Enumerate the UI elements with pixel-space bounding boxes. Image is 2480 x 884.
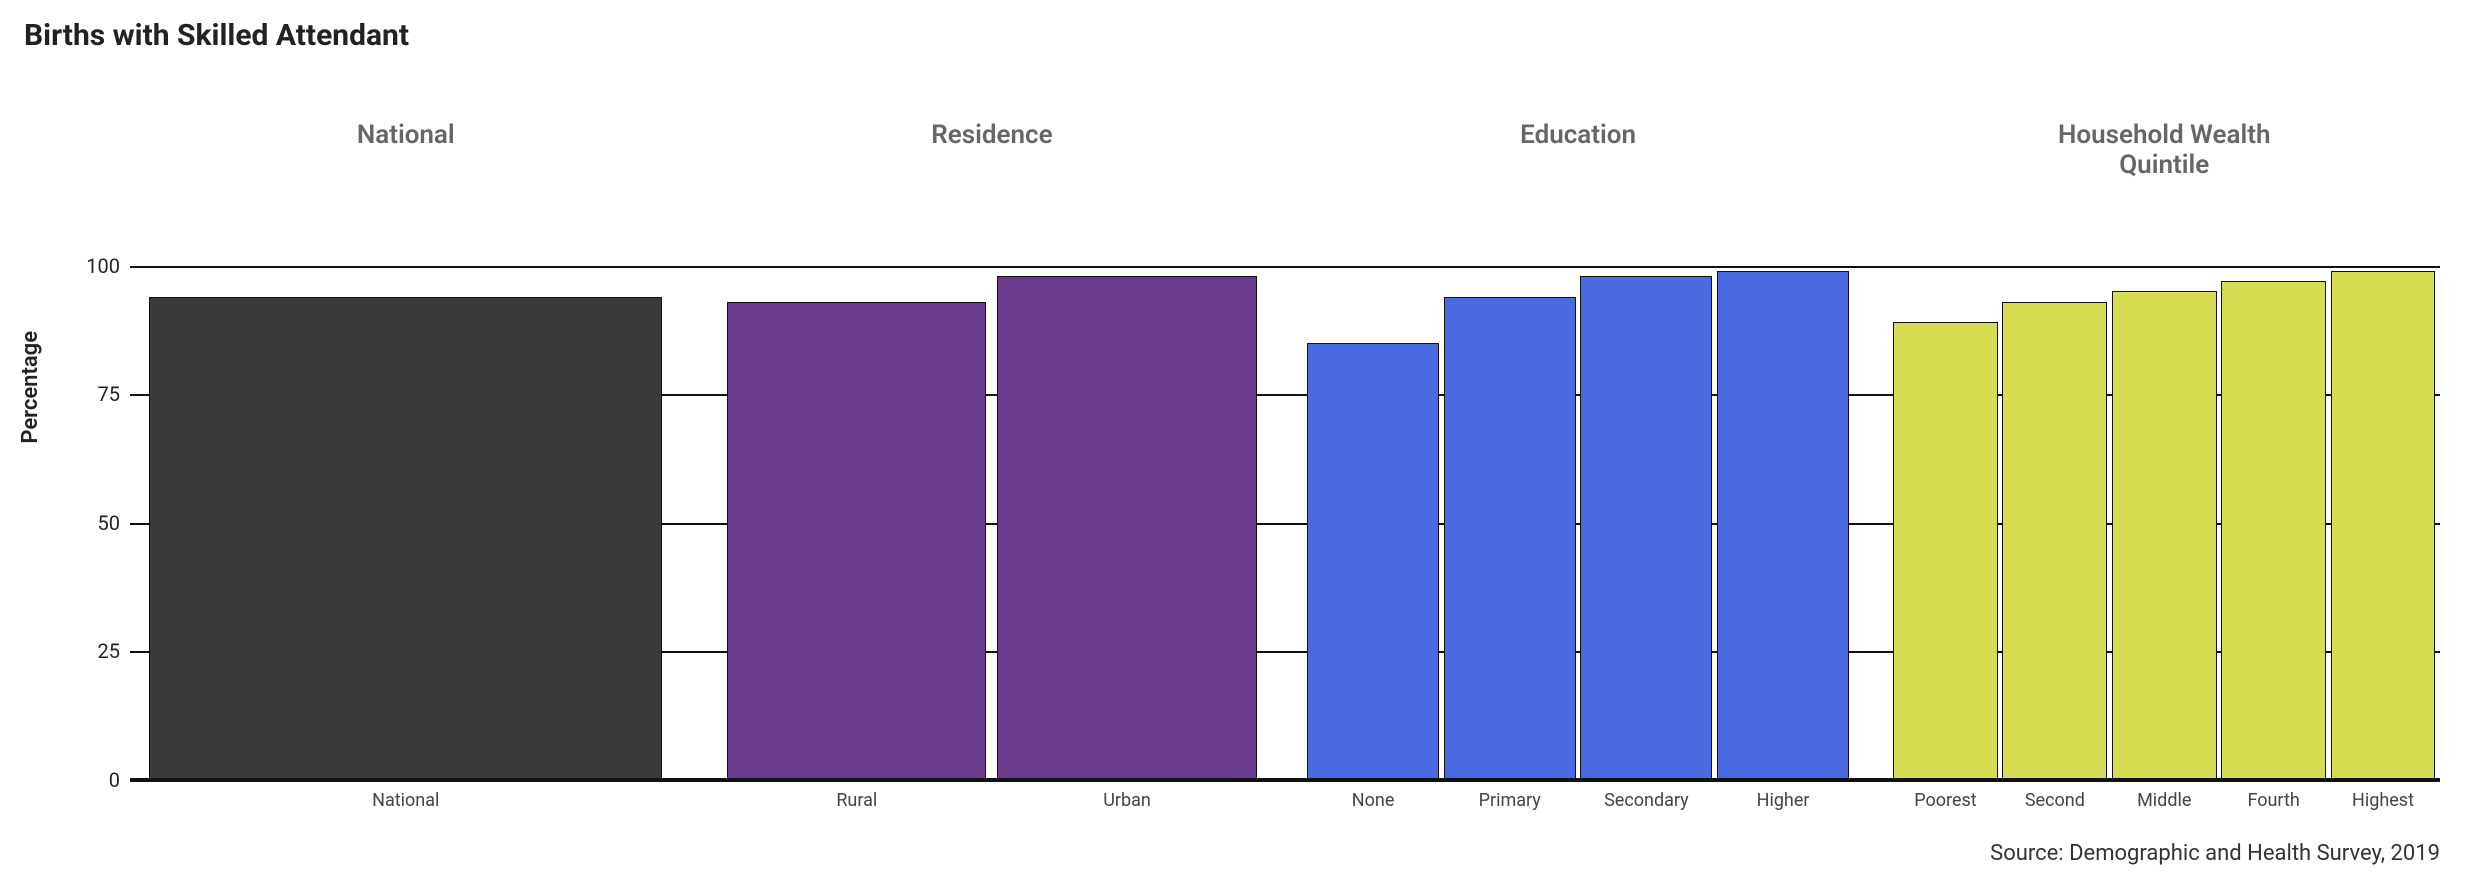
bar: [727, 302, 986, 780]
panel-title: Residence: [931, 120, 1052, 150]
category-label: Fourth: [2247, 790, 2299, 811]
panel-titles: NationalResidenceEducationHousehold Weal…: [130, 120, 2440, 150]
bar: [149, 297, 662, 780]
category-label: Higher: [1757, 790, 1810, 811]
panel: National: [130, 240, 682, 780]
bar: [2331, 271, 2436, 780]
plot-area: 0255075100 NationalRuralUrbanNonePrimary…: [130, 240, 2440, 780]
category-label: Poorest: [1914, 790, 1976, 811]
y-axis-label: Percentage: [18, 331, 43, 444]
panel: PoorestSecondMiddleFourthHighest: [1888, 240, 2440, 780]
panel-title: Education: [1520, 120, 1636, 150]
source-text: Source: Demographic and Health Survey, 2…: [1990, 841, 2440, 866]
category-label: Secondary: [1604, 790, 1689, 811]
panel-title: National: [357, 120, 455, 150]
bar: [1580, 276, 1712, 780]
bar: [2002, 302, 2107, 780]
panel-title: Household Wealth Quintile: [2026, 120, 2302, 180]
x-axis-baseline: [130, 778, 2440, 780]
bar: [1307, 343, 1439, 780]
bar: [2221, 281, 2326, 780]
y-tick-label: 0: [80, 768, 120, 792]
bar: [997, 276, 1256, 780]
gridline: [130, 780, 2440, 782]
y-tick-label: 100: [80, 254, 120, 278]
chart-title: Births with Skilled Attendant: [24, 18, 409, 53]
bar: [2112, 291, 2217, 780]
category-label: Rural: [836, 790, 877, 811]
bar: [1893, 322, 1998, 780]
category-label: Primary: [1479, 790, 1541, 811]
y-tick-label: 75: [80, 382, 120, 406]
panel: RuralUrban: [716, 240, 1268, 780]
category-label: Second: [2025, 790, 2085, 811]
y-tick-label: 50: [80, 511, 120, 535]
bar: [1717, 271, 1849, 780]
panel: NonePrimarySecondaryHigher: [1302, 240, 1854, 780]
category-label: None: [1352, 790, 1395, 811]
category-label: Highest: [2352, 790, 2414, 811]
y-tick-label: 25: [80, 639, 120, 663]
category-label: National: [372, 790, 439, 811]
category-label: Middle: [2137, 790, 2191, 811]
bar: [1444, 297, 1576, 780]
category-label: Urban: [1103, 790, 1151, 811]
panels-container: NationalRuralUrbanNonePrimarySecondaryHi…: [130, 240, 2440, 780]
